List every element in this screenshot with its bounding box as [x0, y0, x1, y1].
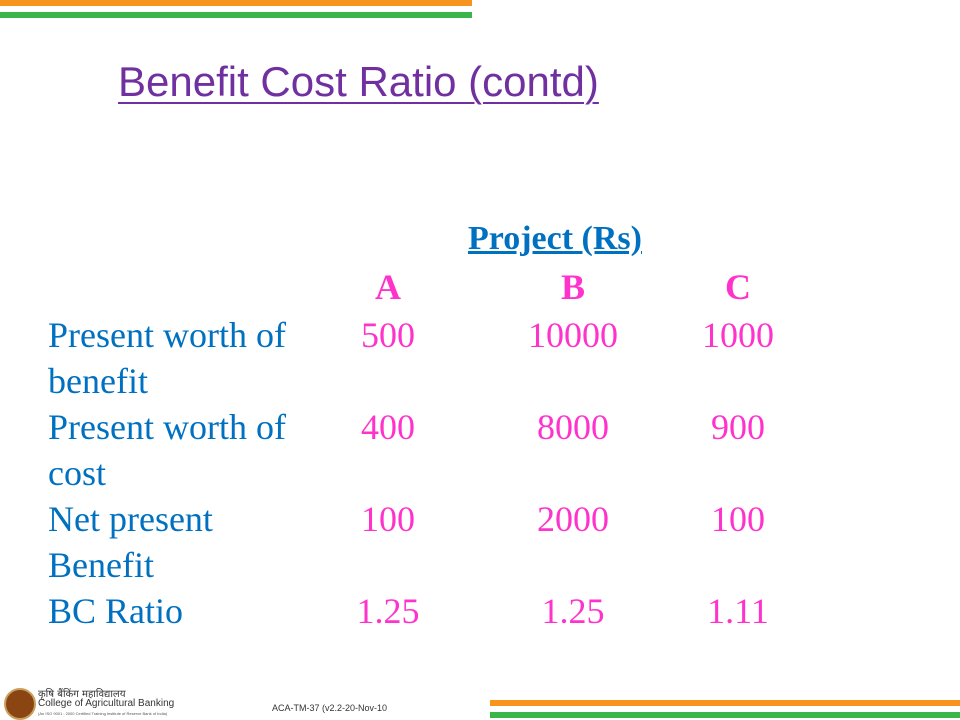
cell-value: 8000: [537, 407, 609, 447]
slide-title: Benefit Cost Ratio (contd): [118, 58, 599, 105]
cell-value: 1.25: [541, 591, 605, 631]
bottom-stripe-orange: [490, 700, 960, 706]
row-label: BC Ratio: [48, 591, 184, 631]
logo-note: (An ISO 9001 : 2000 Certified Training I…: [38, 711, 168, 716]
cell-value: 500: [361, 315, 415, 355]
top-stripe-green: [0, 12, 472, 18]
bottom-stripe-green: [490, 712, 960, 718]
cell-value: 100: [361, 499, 415, 539]
cell-value: 1.11: [707, 591, 769, 631]
logo-name: College of Agricultural Banking: [38, 698, 175, 709]
table-caption: Project (Rs): [467, 220, 642, 257]
row-label: Present worth of benefit: [48, 315, 286, 401]
cell-value: 2000: [537, 499, 609, 539]
cell-value: 1.25: [356, 591, 420, 631]
logo-emblem: [4, 688, 36, 720]
row-label: Net present Benefit: [48, 499, 213, 585]
row-label: Present worth of cost: [48, 407, 286, 493]
column-header: A: [375, 267, 401, 307]
cell-value: 400: [361, 407, 415, 447]
cell-value: 10000: [528, 315, 618, 355]
logo-hindi: कृषि बैंकिंग महाविद्यालय: [38, 689, 126, 700]
column-header: C: [725, 267, 751, 307]
footer-code: ACA-TM-37 (v2.2-20-Nov-10: [272, 703, 388, 713]
cell-value: 1000: [702, 315, 774, 355]
cell-value: 100: [711, 499, 765, 539]
top-stripe-orange: [0, 0, 472, 6]
cell-value: 900: [711, 407, 765, 447]
column-header: B: [560, 267, 585, 307]
